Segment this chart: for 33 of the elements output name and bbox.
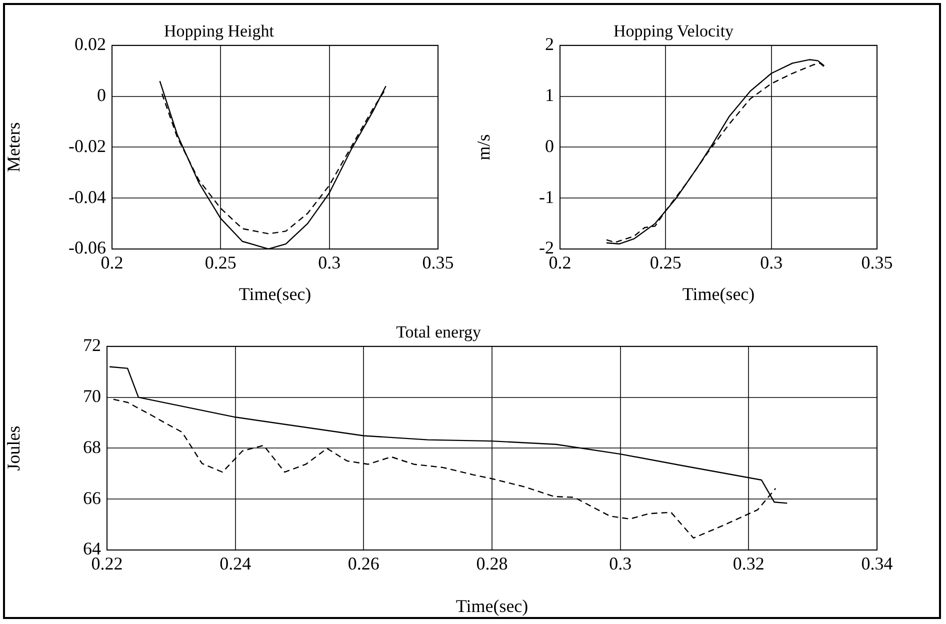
- x-tick-label: 0.3: [609, 554, 632, 574]
- y-tick-label: 70: [83, 386, 101, 406]
- x-tick-label: 0.3: [760, 252, 783, 273]
- x-axis-title: Time(sec): [456, 596, 528, 616]
- y-tick-label: -0.04: [68, 186, 106, 207]
- x-tick-label: 0.32: [732, 554, 764, 574]
- y-tick-label: 0.02: [74, 34, 106, 54]
- x-tick-label: 0.26: [348, 554, 380, 574]
- chart-title: Hopping Height: [164, 22, 274, 41]
- y-axis-title: Meters: [4, 122, 24, 172]
- x-axis-title: Time(sec): [238, 284, 312, 304]
- y-tick-label: 68: [83, 436, 101, 457]
- x-tick-label: 0.3: [318, 252, 341, 273]
- y-tick-label: -0.02: [68, 136, 106, 156]
- x-tick-label: 0.25: [650, 252, 682, 273]
- chart-title: Hopping Velocity: [613, 22, 734, 41]
- y-axis-title: m/s: [474, 134, 494, 160]
- x-tick-label: 0.34: [861, 554, 893, 574]
- x-tick-label: 0.28: [476, 554, 508, 574]
- y-tick-label: -1: [539, 186, 554, 207]
- y-tick-label: 0: [545, 136, 554, 156]
- x-tick-label: 0.35: [861, 252, 893, 273]
- x-tick-label: 0.24: [220, 554, 252, 574]
- y-axis-title: Joules: [4, 426, 24, 471]
- x-tick-label: 0.25: [204, 252, 236, 273]
- chart-title: Total energy: [396, 322, 482, 342]
- x-tick-label: 0.35: [422, 252, 454, 273]
- y-tick-label: 0: [97, 85, 106, 106]
- x-axis-title: Time(sec): [682, 284, 755, 304]
- y-tick-label: 66: [83, 488, 101, 508]
- y-tick-label: 2: [545, 34, 554, 54]
- y-tick-label: 1: [545, 85, 554, 106]
- y-tick-label: 72: [83, 335, 101, 356]
